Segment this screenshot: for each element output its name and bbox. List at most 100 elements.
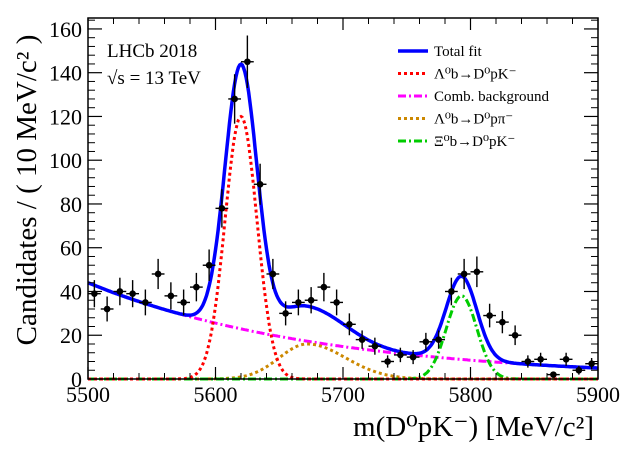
data-marker: [588, 360, 595, 367]
data-point: [215, 189, 229, 228]
data-point: [202, 249, 216, 281]
data-point: [292, 289, 305, 316]
data-marker: [244, 58, 251, 66]
data-marker: [167, 292, 175, 300]
data-marker: [129, 290, 136, 297]
data-marker: [397, 351, 404, 359]
data-marker: [346, 321, 353, 328]
y-tick-label: 40: [60, 279, 82, 304]
data-point: [279, 301, 292, 326]
data-point: [343, 313, 356, 336]
axes: [87, 17, 599, 380]
data-marker: [103, 305, 111, 313]
data-marker: [193, 283, 200, 291]
data-marker: [499, 318, 506, 326]
data-marker: [180, 299, 187, 306]
data-marker: [333, 299, 340, 306]
data-point: [151, 258, 165, 290]
legend-label: Ξ⁰b→D⁰pK⁻: [434, 134, 515, 150]
data-point: [394, 347, 407, 363]
y-tick-label: 100: [49, 148, 82, 173]
data-marker: [231, 95, 238, 103]
tick-labels: 5500 5600 5700 5800 5900 0 20 40 60 80 100 120 140 16…: [49, 17, 620, 407]
data-marker: [486, 312, 493, 319]
data-marker: [256, 180, 264, 188]
x-tick-label: 5600: [194, 382, 238, 407]
data-marker: [448, 288, 455, 295]
y-tick-label: 60: [60, 236, 82, 261]
data-points: [88, 35, 598, 378]
data-marker: [269, 270, 277, 278]
data-point: [164, 282, 178, 310]
data-point: [139, 289, 152, 316]
data-point: [317, 272, 331, 302]
data-marker: [409, 353, 417, 361]
energy-label: √s = 13 TeV: [107, 68, 201, 89]
data-point: [534, 352, 547, 366]
data-marker: [358, 336, 366, 343]
x-tick-label: 5500: [66, 382, 110, 407]
data-point: [355, 330, 369, 349]
data-point: [547, 371, 560, 378]
data-point: [126, 280, 139, 308]
data-point: [432, 330, 445, 349]
y-axis-title: Candidates / ( 10 MeV/c² ): [11, 35, 43, 346]
data-marker: [550, 371, 557, 378]
data-marker: [320, 283, 328, 291]
data-point: [559, 352, 573, 366]
legend-label: Comb. background: [434, 89, 549, 105]
data-marker: [142, 299, 149, 306]
data-point: [381, 355, 394, 368]
data-marker: [154, 270, 162, 278]
data-point: [470, 256, 484, 288]
total-fit-curve: [87, 62, 599, 370]
fit-curves: [87, 62, 599, 381]
data-point: [100, 296, 114, 322]
data-marker: [435, 336, 442, 343]
data-marker: [460, 270, 468, 278]
data-point: [113, 277, 127, 306]
data-point: [177, 289, 190, 316]
data-point: [266, 258, 280, 290]
data-point: [419, 332, 433, 351]
data-marker: [473, 268, 481, 276]
data-point: [241, 35, 254, 89]
data-point: [330, 289, 343, 316]
x-tick-label: 5900: [576, 382, 620, 407]
y-tick-label: 0: [71, 367, 82, 392]
data-marker: [295, 299, 302, 306]
y-tick-label: 20: [60, 323, 82, 348]
data-marker: [116, 288, 124, 295]
data-marker: [384, 358, 391, 365]
data-marker: [218, 205, 226, 212]
data-marker: [524, 358, 532, 365]
y-tick-label: 80: [60, 192, 82, 217]
x-axis-title: m(D⁰pK⁻) [MeV/c²]: [353, 411, 594, 443]
data-marker: [205, 261, 213, 269]
legend-label: Λ⁰b→D⁰pπ⁻: [434, 112, 513, 128]
data-marker: [511, 331, 519, 339]
y-tick-label: 120: [49, 104, 82, 129]
data-point: [521, 355, 535, 368]
data-point: [228, 74, 241, 124]
data-point: [496, 310, 509, 334]
y-tick-label: 160: [49, 17, 82, 42]
data-marker: [371, 342, 379, 350]
data-point: [368, 337, 382, 355]
legend-label: Total fit: [434, 44, 483, 60]
y-tick-label: 140: [49, 61, 82, 86]
data-marker: [537, 356, 544, 363]
x-tick-label: 5700: [321, 382, 365, 407]
data-marker: [307, 296, 315, 304]
x-tick-label: 5800: [449, 382, 493, 407]
data-point: [445, 277, 458, 306]
data-point: [406, 350, 420, 365]
data-point: [508, 325, 522, 346]
data-marker: [575, 366, 583, 374]
data-point: [253, 163, 267, 205]
lhcb-label: LHCb 2018: [107, 41, 197, 62]
fit-component-curve: [88, 114, 598, 381]
data-marker: [562, 356, 570, 363]
data-point: [304, 287, 318, 314]
